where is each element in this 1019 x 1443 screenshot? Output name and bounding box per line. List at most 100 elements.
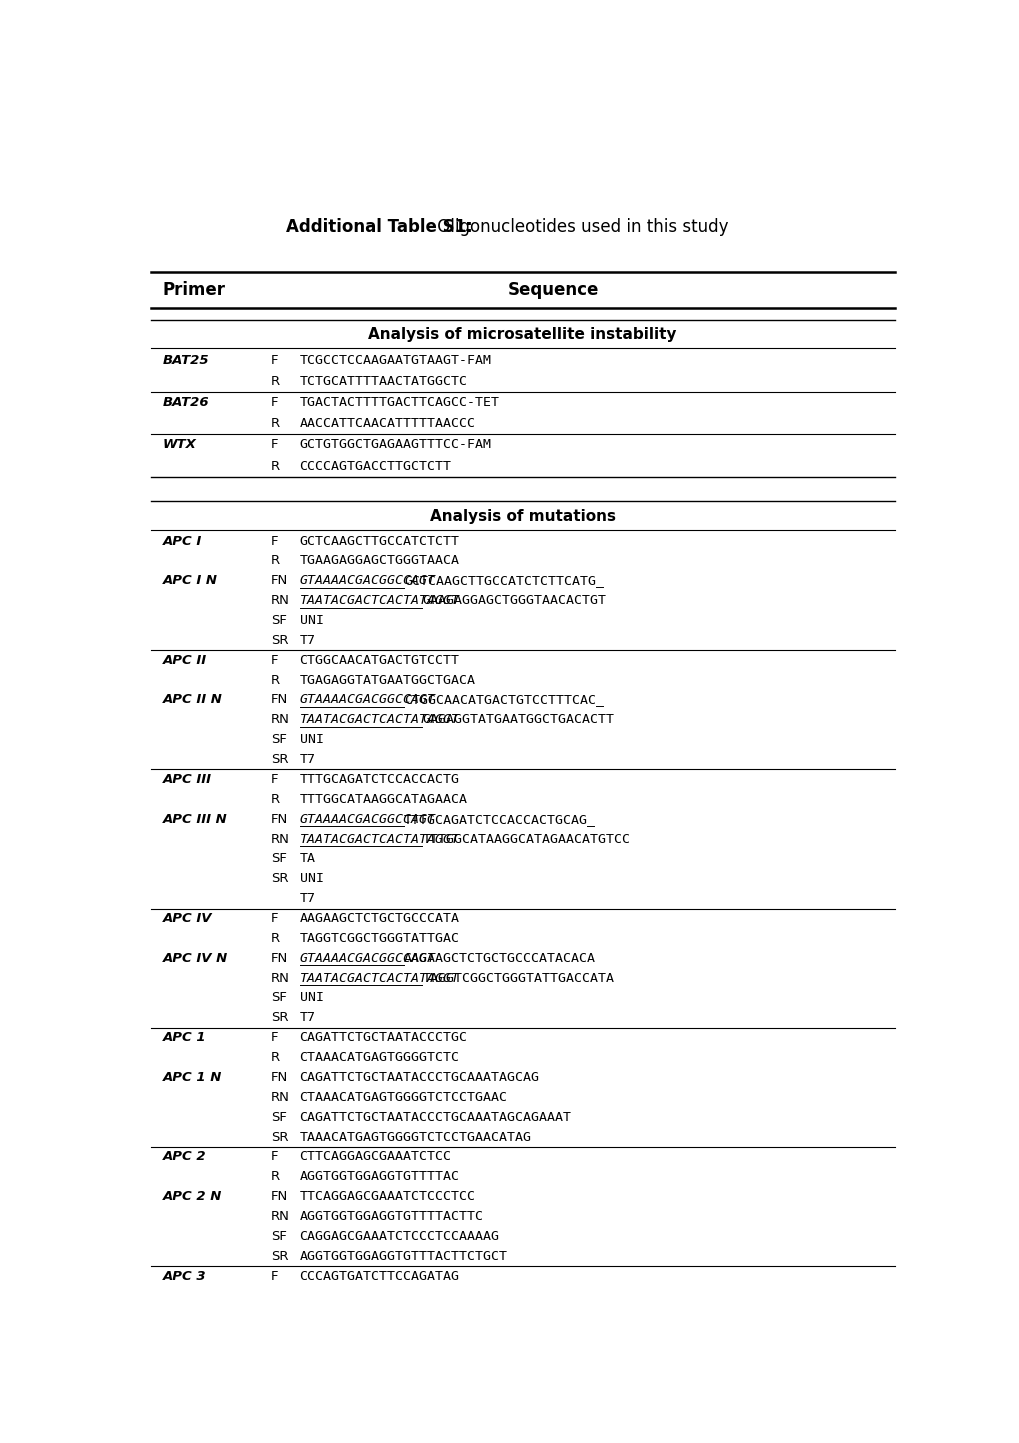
Text: TCTGCATTTTAACTATGGCTC: TCTGCATTTTAACTATGGCTC (300, 375, 467, 388)
Text: APC 1 N: APC 1 N (162, 1071, 221, 1084)
Text: CTGGCAACATGACTGTCCTT: CTGGCAACATGACTGTCCTT (300, 654, 460, 667)
Text: AGGTGGTGGAGGTGTTTTACTTC: AGGTGGTGGAGGTGTTTTACTTC (300, 1211, 483, 1224)
Text: TAATACGACTCACTATAGGT: TAATACGACTCACTATAGGT (300, 713, 460, 726)
Text: BAT25: BAT25 (162, 354, 209, 367)
Text: SF: SF (271, 1229, 286, 1242)
Text: CAGATTCTGCTAATACCCTGCAAATAGCAG: CAGATTCTGCTAATACCCTGCAAATAGCAG (300, 1071, 539, 1084)
Text: TGAAGAGGAGCTGGGTAACA: TGAAGAGGAGCTGGGTAACA (300, 554, 460, 567)
Text: APC I N: APC I N (162, 574, 217, 587)
Text: SR: SR (271, 1130, 288, 1143)
Text: RN: RN (271, 971, 289, 984)
Text: APC III N: APC III N (162, 812, 227, 825)
Text: SF: SF (271, 733, 286, 746)
Text: F: F (271, 912, 278, 925)
Text: RN: RN (271, 833, 289, 846)
Text: F: F (271, 397, 278, 410)
Text: APC 3: APC 3 (162, 1270, 206, 1283)
Text: AAGAAGCTCTGCTGCCCATACACA: AAGAAGCTCTGCTGCCCATACACA (404, 952, 595, 965)
Text: APC IV: APC IV (162, 912, 212, 925)
Text: TAGGTCGGCTGGGTATTGAC: TAGGTCGGCTGGGTATTGAC (300, 932, 460, 945)
Text: RN: RN (271, 595, 289, 608)
Text: F: F (271, 1270, 278, 1283)
Text: APC 1: APC 1 (162, 1032, 206, 1045)
Text: TAATACGACTCACTATAGGT: TAATACGACTCACTATAGGT (300, 595, 460, 608)
Text: SR: SR (271, 1012, 288, 1025)
Text: Sequence: Sequence (507, 281, 599, 299)
Text: CTAAACATGAGTGGGGTCTCCTGAAC: CTAAACATGAGTGGGGTCTCCTGAAC (300, 1091, 507, 1104)
Text: Analysis of mutations: Analysis of mutations (429, 508, 615, 524)
Text: SR: SR (271, 633, 288, 646)
Text: UNI: UNI (300, 991, 323, 1004)
Text: FN: FN (271, 812, 287, 825)
Text: GTAAAACGACGGCCAGT: GTAAAACGACGGCCAGT (300, 574, 435, 587)
Text: R: R (271, 1051, 280, 1063)
Text: F: F (271, 1032, 278, 1045)
Text: F: F (271, 1150, 278, 1163)
Text: R: R (271, 1170, 280, 1183)
Text: SF: SF (271, 991, 286, 1004)
Text: F: F (271, 654, 278, 667)
Text: SR: SR (271, 872, 288, 885)
Text: GTAAAACGACGGCCAGT: GTAAAACGACGGCCAGT (300, 952, 435, 965)
Text: Oligonucleotides used in this study: Oligonucleotides used in this study (432, 218, 728, 235)
Text: CTAAACATGAGTGGGGTCTC: CTAAACATGAGTGGGGTCTC (300, 1051, 460, 1063)
Text: TAATACGACTCACTATAGGT: TAATACGACTCACTATAGGT (300, 971, 460, 984)
Text: CAGGAGCGAAATCTCCCTCCAAAAG: CAGGAGCGAAATCTCCCTCCAAAAG (300, 1229, 499, 1242)
Text: TAAACATGAGTGGGGTCTCCTGAACATAG: TAAACATGAGTGGGGTCTCCTGAACATAG (300, 1130, 531, 1143)
Text: R: R (271, 792, 280, 805)
Text: UNI: UNI (300, 613, 323, 628)
Text: UNI: UNI (300, 872, 323, 885)
Text: SR: SR (271, 1250, 288, 1263)
Text: SR: SR (271, 753, 288, 766)
Text: R: R (271, 417, 280, 430)
Text: T7: T7 (300, 1012, 315, 1025)
Text: SF: SF (271, 853, 286, 866)
Text: SF: SF (271, 1111, 286, 1124)
Text: F: F (271, 773, 278, 786)
Text: FN: FN (271, 952, 287, 965)
Text: GAGAGGTATGAATGGCTGACACTT: GAGAGGTATGAATGGCTGACACTT (422, 713, 613, 726)
Text: FN: FN (271, 694, 287, 707)
Text: UNI: UNI (300, 733, 323, 746)
Text: AGGTGGTGGAGGTGTTTACTTCTGCT: AGGTGGTGGAGGTGTTTACTTCTGCT (300, 1250, 507, 1263)
Text: F: F (271, 354, 278, 367)
Text: CCCCAGTGACCTTGCTCTT: CCCCAGTGACCTTGCTCTT (300, 460, 451, 473)
Text: CCCAGTGATCTTCCAGATAG: CCCAGTGATCTTCCAGATAG (300, 1270, 460, 1283)
Text: RN: RN (271, 1091, 289, 1104)
Text: R: R (271, 674, 280, 687)
Text: GTAAAACGACGGCCAGT: GTAAAACGACGGCCAGT (300, 694, 435, 707)
Text: GCTCAAGCTTGCCATCTCTTCATG_: GCTCAAGCTTGCCATCTCTTCATG_ (404, 574, 603, 587)
Text: APC II N: APC II N (162, 694, 222, 707)
Text: TTTGGCATAAGGCATAGAACA: TTTGGCATAAGGCATAGAACA (300, 792, 467, 805)
Text: T7: T7 (300, 892, 315, 905)
Text: F: F (271, 439, 278, 452)
Text: TTTGCAGATCTCCACCACTGCAG_: TTTGCAGATCTCCACCACTGCAG_ (404, 812, 595, 825)
Text: R: R (271, 932, 280, 945)
Text: TTCAGGAGCGAAATCTCCCTCC: TTCAGGAGCGAAATCTCCCTCC (300, 1190, 475, 1203)
Text: GAAGAGGAGCTGGGTAACACTGT: GAAGAGGAGCTGGGTAACACTGT (422, 595, 606, 608)
Text: TGAGAGGTATGAATGGCTGACA: TGAGAGGTATGAATGGCTGACA (300, 674, 475, 687)
Text: TAGGTCGGCTGGGTATTGACCATA: TAGGTCGGCTGGGTATTGACCATA (422, 971, 613, 984)
Text: T7: T7 (300, 633, 315, 646)
Text: CTTCAGGAGCGAAATCTCC: CTTCAGGAGCGAAATCTCC (300, 1150, 451, 1163)
Text: TAATACGACTCACTATAGGT: TAATACGACTCACTATAGGT (300, 833, 460, 846)
Text: AACCATTCAACATTTTTAACCC: AACCATTCAACATTTTTAACCC (300, 417, 475, 430)
Text: Primer: Primer (162, 281, 225, 299)
Text: Additional Table S1:: Additional Table S1: (286, 218, 473, 235)
Text: RN: RN (271, 713, 289, 726)
Text: TA: TA (300, 853, 315, 866)
Text: APC 2 N: APC 2 N (162, 1190, 221, 1203)
Text: FN: FN (271, 1071, 287, 1084)
Text: BAT26: BAT26 (162, 397, 209, 410)
Text: WTX: WTX (162, 439, 196, 452)
Text: R: R (271, 554, 280, 567)
Text: APC II: APC II (162, 654, 206, 667)
Text: CAGATTCTGCTAATACCCTGCAAATAGCAGAAAT: CAGATTCTGCTAATACCCTGCAAATAGCAGAAAT (300, 1111, 571, 1124)
Text: APC I: APC I (162, 534, 202, 547)
Text: R: R (271, 460, 280, 473)
Text: TTTGCAGATCTCCACCACTG: TTTGCAGATCTCCACCACTG (300, 773, 460, 786)
Text: TTTGGCATAAGGCATAGAACATGTCC: TTTGGCATAAGGCATAGAACATGTCC (422, 833, 630, 846)
Text: APC IV N: APC IV N (162, 952, 227, 965)
Text: GTAAAACGACGGCCAGT: GTAAAACGACGGCCAGT (300, 812, 435, 825)
Text: TGACTACTTTTGACTTCAGCC-TET: TGACTACTTTTGACTTCAGCC-TET (300, 397, 499, 410)
